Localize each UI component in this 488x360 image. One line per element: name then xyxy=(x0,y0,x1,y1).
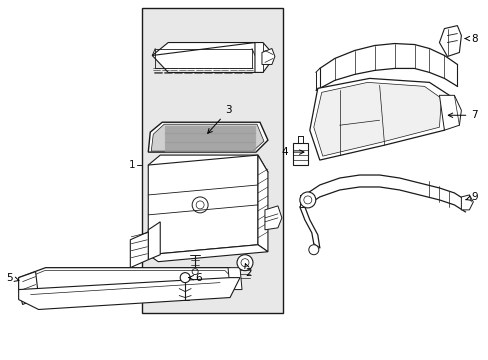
Polygon shape xyxy=(254,42,271,72)
Polygon shape xyxy=(148,122,267,152)
Text: 2: 2 xyxy=(244,264,251,278)
Circle shape xyxy=(308,245,318,255)
Polygon shape xyxy=(148,155,267,185)
Circle shape xyxy=(237,255,252,271)
Bar xyxy=(142,8,283,314)
Circle shape xyxy=(180,273,190,283)
Polygon shape xyxy=(152,42,254,55)
Polygon shape xyxy=(19,272,39,305)
Polygon shape xyxy=(461,195,472,210)
Polygon shape xyxy=(148,155,258,255)
Polygon shape xyxy=(151,124,264,151)
Text: 7: 7 xyxy=(447,110,477,120)
Text: 3: 3 xyxy=(207,105,231,133)
Text: 4: 4 xyxy=(281,147,304,157)
Polygon shape xyxy=(227,268,242,289)
Polygon shape xyxy=(313,82,441,156)
Text: 9: 9 xyxy=(465,192,477,202)
Text: 8: 8 xyxy=(464,33,477,44)
Polygon shape xyxy=(262,49,274,64)
Polygon shape xyxy=(264,206,281,230)
Circle shape xyxy=(299,192,315,208)
Text: 6: 6 xyxy=(188,273,202,283)
Polygon shape xyxy=(148,245,267,262)
Polygon shape xyxy=(148,222,160,260)
Polygon shape xyxy=(292,143,307,165)
Polygon shape xyxy=(439,95,461,130)
Text: 5: 5 xyxy=(6,273,19,283)
Text: 1: 1 xyxy=(128,160,135,170)
Polygon shape xyxy=(258,155,267,252)
Polygon shape xyxy=(152,42,263,72)
Polygon shape xyxy=(130,232,148,268)
Polygon shape xyxy=(309,78,448,160)
Polygon shape xyxy=(19,268,240,298)
Polygon shape xyxy=(19,278,240,310)
Polygon shape xyxy=(439,26,461,57)
